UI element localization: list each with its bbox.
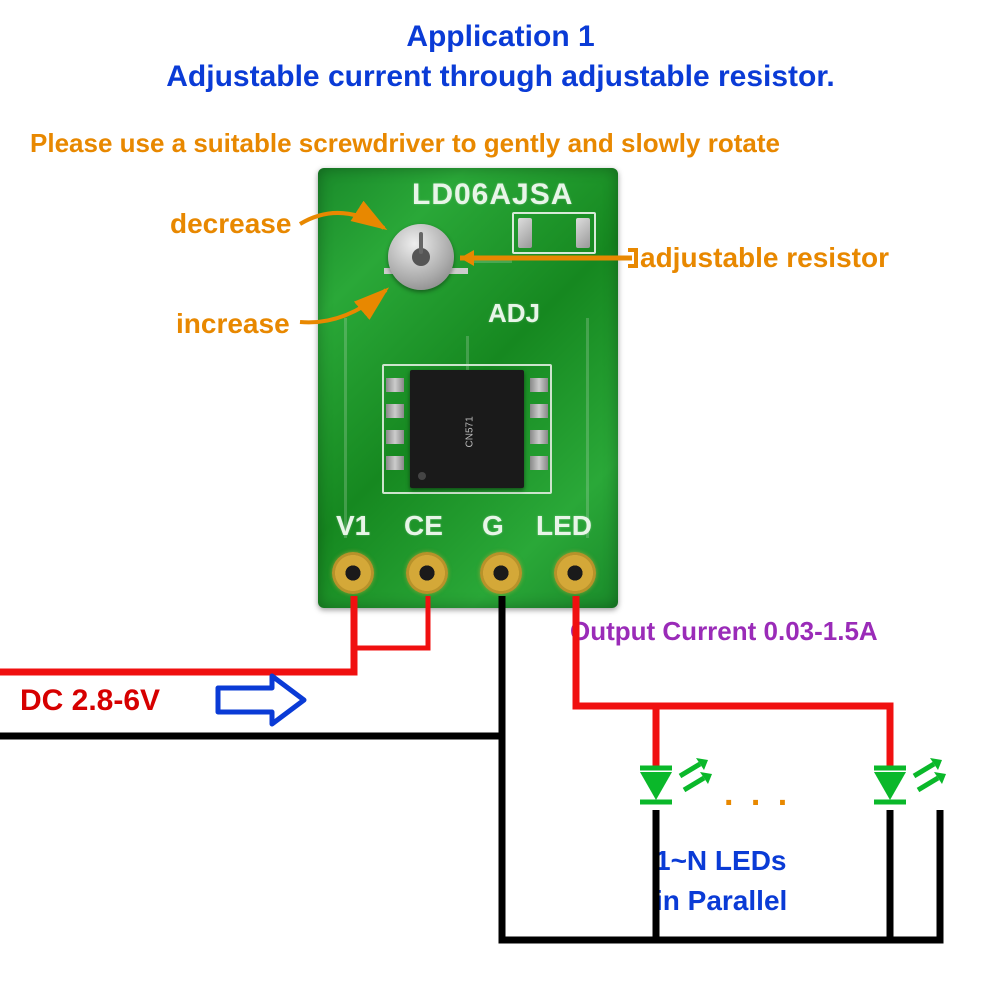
pcb-trace-4 [586, 318, 589, 538]
smd-pad-1 [518, 218, 532, 248]
pin-label-ce: CE [404, 510, 443, 542]
blue-direction-arrow [218, 676, 304, 724]
ic-marking: CN571 [465, 408, 476, 448]
pcb-model-text: LD06AJSA [412, 178, 573, 212]
label-increase: increase [176, 308, 290, 340]
pcb-trace-3 [344, 318, 347, 538]
ic-chip: CN571 [410, 370, 524, 488]
smd-pad-2 [576, 218, 590, 248]
led-2 [874, 758, 946, 802]
pad-g [480, 552, 522, 594]
label-leds-line1: 1~N LEDs [655, 845, 787, 877]
pin-label-g: G [482, 510, 504, 542]
pad-v1 [332, 552, 374, 594]
wire-dc-pos [0, 596, 354, 672]
ic-pin-r2 [530, 404, 548, 418]
led-1 [640, 758, 712, 802]
label-leds-line2: in Parallel [655, 885, 787, 917]
pcb-board: LD06AJSA ADJ CN571 V1 CE G LED [318, 168, 618, 608]
ic-pin1-dot [418, 472, 426, 480]
label-decrease: decrease [170, 208, 291, 240]
label-adjustable-resistor: adjustable resistor [640, 242, 889, 274]
ic-pin-l1 [386, 378, 404, 392]
pad-led [554, 552, 596, 594]
ic-pin-r3 [530, 430, 548, 444]
pcb-trace-1 [468, 260, 512, 263]
pcb-adj-text: ADJ [488, 298, 540, 329]
ic-pin-l3 [386, 430, 404, 444]
pin-label-v1: V1 [336, 510, 370, 542]
pin-label-led: LED [536, 510, 592, 542]
label-dc-voltage: DC 2.8-6V [20, 684, 160, 718]
label-output-current: Output Current 0.03-1.5A [570, 616, 878, 647]
label-ellipsis: . . . [724, 775, 791, 814]
instruction-text: Please use a suitable screwdriver to gen… [30, 128, 780, 159]
ic-pin-l2 [386, 404, 404, 418]
title-line-1: Application 1 [0, 20, 1001, 54]
title-line-2: Adjustable current through adjustable re… [0, 60, 1001, 94]
potentiometer [388, 224, 454, 290]
ic-pin-r4 [530, 456, 548, 470]
ic-pin-l4 [386, 456, 404, 470]
ic-pin-r1 [530, 378, 548, 392]
pad-ce [406, 552, 448, 594]
